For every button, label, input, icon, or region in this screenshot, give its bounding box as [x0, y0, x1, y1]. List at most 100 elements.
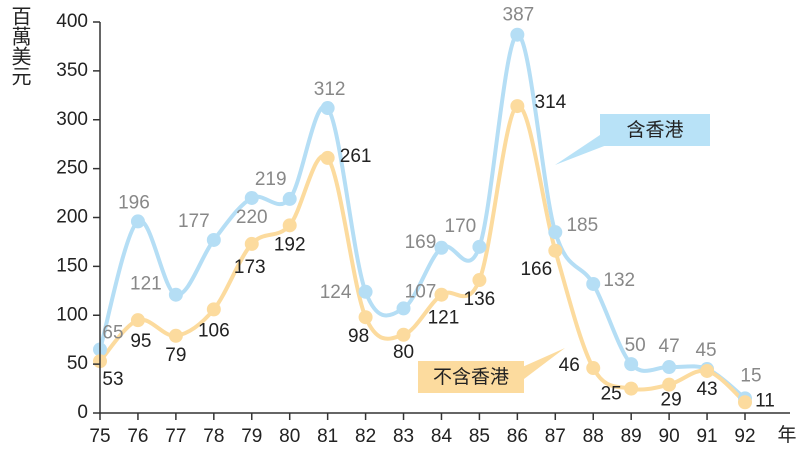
x-tick-label: 83 [393, 426, 414, 447]
legend-box [418, 361, 524, 393]
x-tick-label: 80 [279, 426, 300, 447]
point [206, 302, 221, 317]
y-tick-label: 350 [56, 60, 88, 81]
point [282, 191, 297, 206]
x-tick-label: 84 [431, 426, 453, 447]
y-tick-label: 100 [56, 304, 88, 325]
legend-pointer [520, 348, 565, 382]
x-tick-label: 79 [241, 426, 262, 447]
data-label: 79 [165, 345, 186, 366]
point [624, 357, 639, 372]
point [586, 276, 601, 291]
point [662, 377, 677, 392]
point [282, 218, 297, 233]
x-tick-label: 82 [355, 426, 376, 447]
y-tick-label: 200 [56, 207, 88, 228]
point [586, 361, 601, 376]
data-label: 25 [601, 384, 622, 405]
series-line [98, 32, 747, 400]
data-label: 95 [130, 331, 151, 352]
y-tick-label: 0 [77, 402, 88, 423]
point [320, 150, 335, 165]
point [244, 236, 259, 251]
legend-pointer [555, 135, 612, 165]
point [738, 395, 752, 410]
data-label: 220 [236, 207, 268, 228]
legend-label: 含香港 [626, 119, 683, 141]
data-label: 107 [405, 281, 437, 302]
data-label: 219 [255, 169, 287, 190]
point [510, 99, 525, 114]
point [548, 225, 563, 240]
point [130, 313, 145, 328]
point [244, 190, 259, 205]
point [624, 381, 639, 396]
data-label: 124 [320, 282, 352, 303]
y-tick-label: 400 [56, 11, 88, 32]
y-tick-label: 50 [67, 353, 88, 374]
x-tick-label: 86 [507, 426, 528, 447]
x-tick-label: 91 [696, 426, 717, 447]
data-label: 177 [178, 211, 210, 232]
data-label: 98 [348, 326, 369, 347]
data-label: 261 [340, 146, 372, 167]
y-tick-label: 150 [56, 255, 88, 276]
x-tick-label: 77 [165, 426, 186, 447]
data-label: 11 [755, 390, 775, 411]
data-label: 106 [198, 320, 230, 341]
data-label: 185 [566, 215, 598, 236]
point [472, 239, 487, 254]
x-tick-label: 87 [545, 426, 566, 447]
data-label: 132 [603, 270, 635, 291]
point [434, 240, 449, 255]
data-label: 45 [695, 340, 716, 361]
x-tick-label: 88 [583, 426, 604, 447]
y-tick-label: 300 [56, 109, 88, 130]
point [168, 287, 183, 302]
legend-box [600, 114, 710, 146]
data-label: 29 [661, 390, 682, 411]
data-label: 47 [659, 336, 680, 357]
data-label: 80 [393, 342, 414, 363]
x-tick-label: 78 [203, 426, 224, 447]
data-label: 43 [696, 379, 717, 400]
data-label: 196 [118, 192, 150, 213]
point [320, 101, 335, 116]
point [548, 243, 563, 258]
data-label: 121 [130, 274, 162, 295]
point [510, 27, 525, 42]
data-label: 166 [520, 259, 552, 280]
x-tick-label: 85 [469, 426, 490, 447]
data-label: 387 [503, 5, 535, 26]
data-label: 50 [625, 335, 646, 356]
point [358, 310, 373, 325]
point [396, 327, 411, 342]
data-label: 314 [535, 92, 567, 113]
x-axis-label: 年 [777, 424, 796, 446]
point [472, 273, 487, 288]
data-label: 65 [102, 322, 123, 343]
point [130, 214, 145, 229]
data-label: 170 [445, 216, 477, 237]
y-tick-label: 250 [56, 158, 88, 179]
data-label: 173 [234, 257, 266, 278]
point [358, 284, 373, 299]
data-label: 136 [464, 289, 496, 310]
x-tick-label: 75 [89, 426, 110, 447]
data-label: 192 [274, 234, 306, 255]
x-tick-label: 89 [621, 426, 642, 447]
y-axis-label: 百萬美元 [8, 6, 30, 86]
point [168, 328, 183, 343]
x-tick-label: 90 [659, 426, 680, 447]
data-label: 53 [102, 369, 123, 390]
point [662, 360, 677, 375]
data-label: 169 [405, 232, 437, 253]
data-label: 46 [559, 355, 580, 376]
x-tick-label: 76 [127, 426, 148, 447]
point [700, 363, 715, 378]
data-label: 15 [740, 365, 761, 386]
x-tick-label: 81 [317, 426, 338, 447]
series-line [98, 104, 747, 404]
